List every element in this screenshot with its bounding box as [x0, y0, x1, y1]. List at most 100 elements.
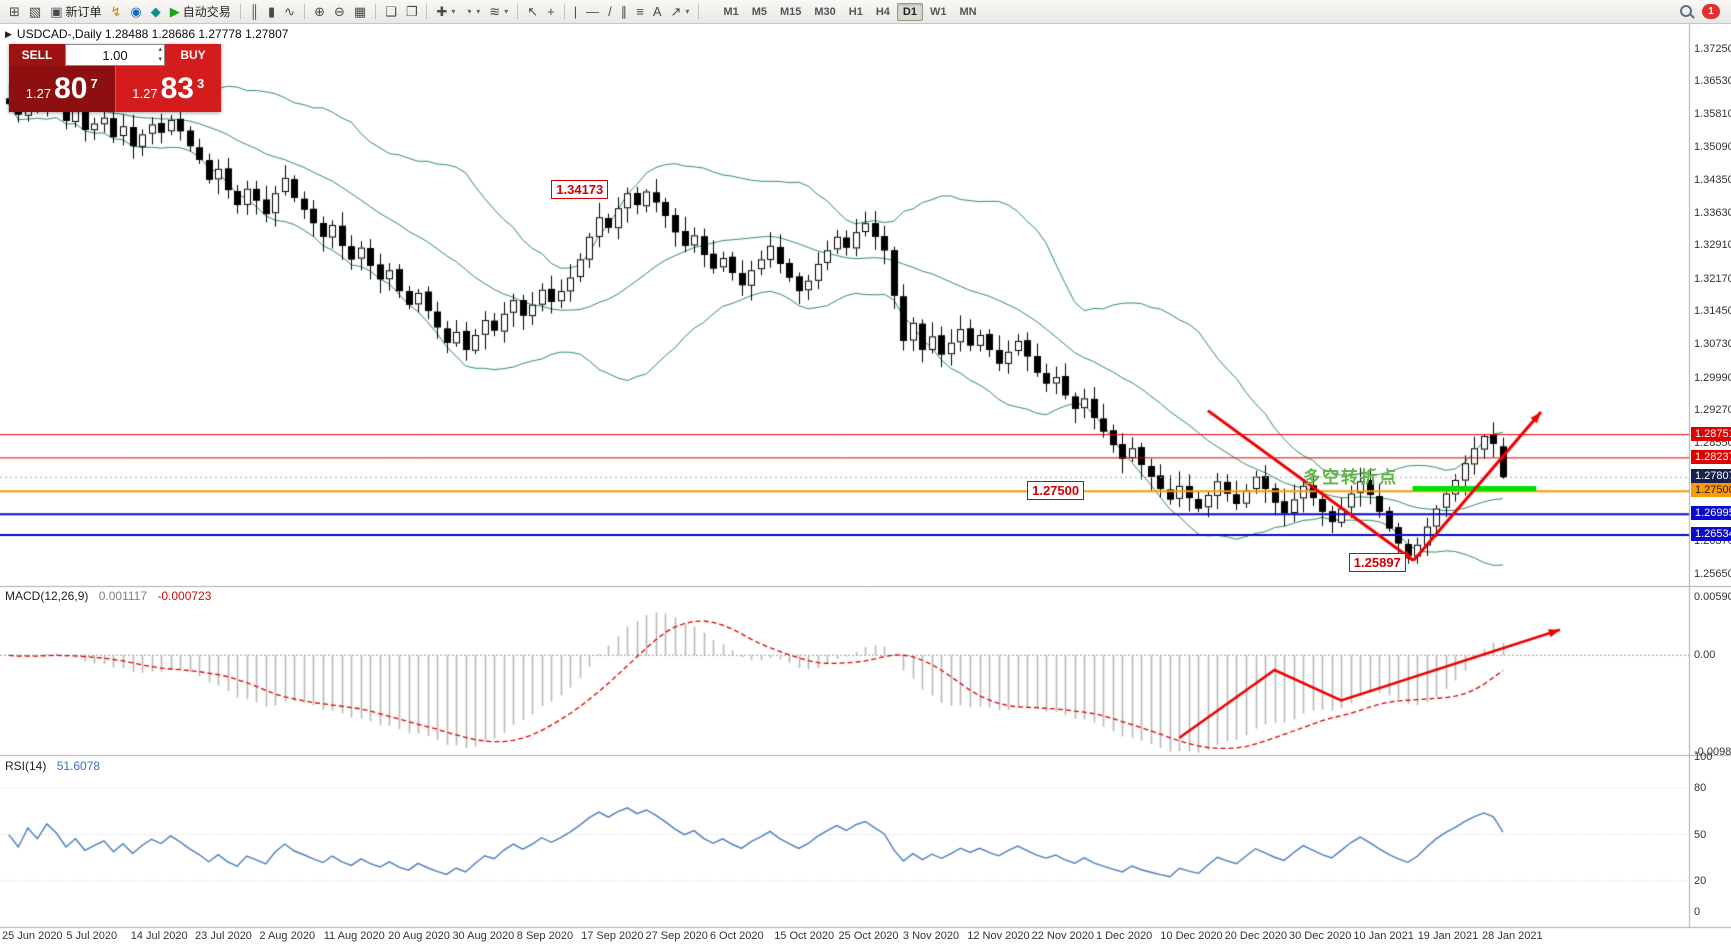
timeframe-button-d1[interactable]: D1 — [896, 2, 923, 21]
one-click-trade-panel: SELL 1.00 ▴ ▾ BUY 1.27 80 7 1.27 83 3 — [9, 44, 221, 112]
volume-input[interactable]: 1.00 ▴ ▾ — [65, 44, 165, 66]
timeframe-button-h1[interactable]: H1 — [848, 5, 863, 18]
crosshair-button[interactable]: + — [543, 3, 559, 21]
bars-chart-type-button[interactable]: ║ — [246, 3, 263, 21]
vertical-line-button[interactable]: | — [570, 3, 581, 21]
chart-info-line: ▶ USDCAD-,Daily 1.28488 1.28686 1.27778 … — [5, 27, 288, 41]
volume-up-button[interactable]: ▴ — [158, 46, 162, 53]
macd-scale-label: 0.005908 — [1694, 591, 1731, 604]
autotrading-button[interactable]: ▶ 自动交易 — [166, 1, 235, 22]
timeframe-button-h4[interactable]: H4 — [875, 5, 890, 18]
price-callout[interactable]: 1.34173 — [551, 180, 609, 200]
profiles-icon: ▧ — [28, 3, 42, 19]
timeframe-button-m30[interactable]: M30 — [814, 5, 836, 18]
volume-down-button[interactable]: ▾ — [158, 56, 162, 63]
line-chart-type-icon: ∿ — [284, 3, 296, 19]
sell-price-button[interactable]: 1.27 80 7 — [9, 66, 116, 112]
timeframe-button-w1[interactable]: W1 — [929, 5, 947, 18]
date-axis-label: 28 Jan 2021 — [1482, 930, 1543, 942]
macd-scale-label: 0.00 — [1694, 649, 1716, 662]
date-axis-label: 20 Aug 2020 — [388, 930, 450, 942]
date-axis-label: 5 Jul 2020 — [66, 930, 118, 942]
profiles-button[interactable]: ▧ — [25, 3, 45, 21]
new-chart-dropdown-button[interactable]: ✚ ▾ — [432, 3, 459, 21]
chevron-down-icon: ▾ — [451, 7, 456, 16]
timeframe-button-mn[interactable]: MN — [959, 5, 977, 18]
cursor-button[interactable]: ↖ — [523, 3, 542, 21]
chevron-down-icon: ▾ — [685, 7, 690, 16]
sell-button[interactable]: SELL — [9, 44, 65, 66]
alert-button[interactable]: ↯ — [107, 3, 126, 21]
tile-windows-icon: ▦ — [353, 3, 367, 19]
buy-price-prefix: 1.27 — [132, 85, 158, 101]
price-scale-badge: 1.28751 — [1691, 426, 1731, 441]
community-button[interactable]: ◉ — [126, 3, 145, 21]
indicators-dropdown-button[interactable]: ≋ ▾ — [485, 3, 512, 21]
mql5-button[interactable]: ◆ — [147, 3, 165, 21]
buy-price-button[interactable]: 1.27 83 3 — [115, 66, 221, 112]
date-axis-label: 30 Dec 2020 — [1289, 930, 1352, 942]
date-axis-label: 1 Dec 2020 — [1095, 930, 1153, 942]
date-axis-label: 12 Nov 2020 — [967, 930, 1030, 942]
toolbar-right-group: 1 — [1679, 4, 1726, 19]
periods-dropdown-icon: ◔ — [464, 3, 473, 19]
arrows-tool-button[interactable]: ↗ ▾ — [666, 3, 693, 21]
rsi-value: 51.6078 — [56, 759, 101, 773]
rsi-scale-label: 20 — [1694, 874, 1707, 887]
rsi-indicator-name: RSI(14) — [5, 759, 47, 773]
search-icon[interactable] — [1679, 4, 1695, 19]
toolbar-separator — [426, 4, 428, 19]
price-callout[interactable]: 1.27500 — [1027, 481, 1085, 501]
candles-chart-type-icon: ▮ — [268, 3, 276, 19]
new-order-button[interactable]: ▣ 新订单 — [46, 1, 105, 22]
buy-button[interactable]: BUY — [165, 44, 221, 66]
toolbar-separator — [563, 4, 565, 19]
timeframe-button-m1[interactable]: M1 — [723, 5, 739, 18]
timeframe-button-m5[interactable]: M5 — [751, 5, 767, 18]
horizontal-line-button[interactable]: — — [582, 3, 603, 21]
notification-badge[interactable]: 1 — [1702, 4, 1720, 19]
auto-scroll-button[interactable]: ❏ — [381, 3, 401, 21]
line-chart-type-button[interactable]: ∿ — [280, 3, 299, 21]
buy-price-point: 3 — [196, 75, 205, 91]
auto-scroll-icon: ❏ — [385, 3, 397, 19]
bars-chart-type-icon: ║ — [249, 3, 259, 19]
channel-button[interactable]: ∥ — [617, 3, 632, 21]
date-axis-label: 23 Jul 2020 — [195, 930, 252, 942]
date-axis-label: 27 Sep 2020 — [645, 930, 708, 942]
turning-point-annotation[interactable]: 多空转折点 — [1303, 468, 1399, 488]
timeframe-button-m15[interactable]: M15 — [779, 5, 802, 18]
trade-panel-header-row: SELL 1.00 ▴ ▾ BUY — [9, 44, 221, 66]
new-order-icon: ▣ — [50, 3, 63, 19]
sell-price-pips: 80 — [54, 72, 88, 105]
date-axis-label: 25 Oct 2020 — [838, 930, 899, 942]
date-axis-label: 15 Oct 2020 — [774, 930, 835, 942]
tile-windows-button[interactable]: ▦ — [350, 3, 370, 21]
community-icon: ◉ — [130, 3, 142, 19]
new-chart-button[interactable]: ⊞ — [5, 3, 24, 21]
price-scale-tick: 1.29990 — [1694, 371, 1731, 384]
price-callout[interactable]: 1.25897 — [1348, 552, 1406, 572]
date-axis-label: 2 Aug 2020 — [259, 930, 316, 942]
date-axis-label: 22 Nov 2020 — [1031, 930, 1094, 942]
price-scale-tick: 1.29270 — [1694, 404, 1731, 417]
trendline-button[interactable]: / — [604, 3, 616, 21]
chevron-down-icon: ▾ — [476, 7, 481, 16]
periods-dropdown-button[interactable]: ◔ ▾ — [460, 3, 484, 21]
price-scale-badge: 1.27500 — [1691, 483, 1731, 498]
candles-chart-type-button[interactable]: ▮ — [264, 3, 279, 21]
search-icon-glass — [1680, 5, 1692, 17]
price-scale-badge: 1.28237 — [1691, 449, 1731, 464]
zoom-out-button[interactable]: ⊖ — [330, 3, 349, 21]
date-axis-label: 3 Nov 2020 — [902, 930, 960, 942]
price-scale-tick: 1.35810 — [1694, 107, 1731, 120]
chart-shift-button[interactable]: ❐ — [402, 3, 422, 21]
volume-value[interactable]: 1.00 — [102, 47, 128, 63]
fibonacci-button[interactable]: ≡ — [632, 3, 648, 21]
zoom-out-icon: ⊖ — [333, 3, 345, 19]
mql5-icon: ◆ — [150, 3, 161, 19]
text-label-button[interactable]: A — [649, 3, 666, 21]
zoom-in-button[interactable]: ⊕ — [310, 3, 329, 21]
